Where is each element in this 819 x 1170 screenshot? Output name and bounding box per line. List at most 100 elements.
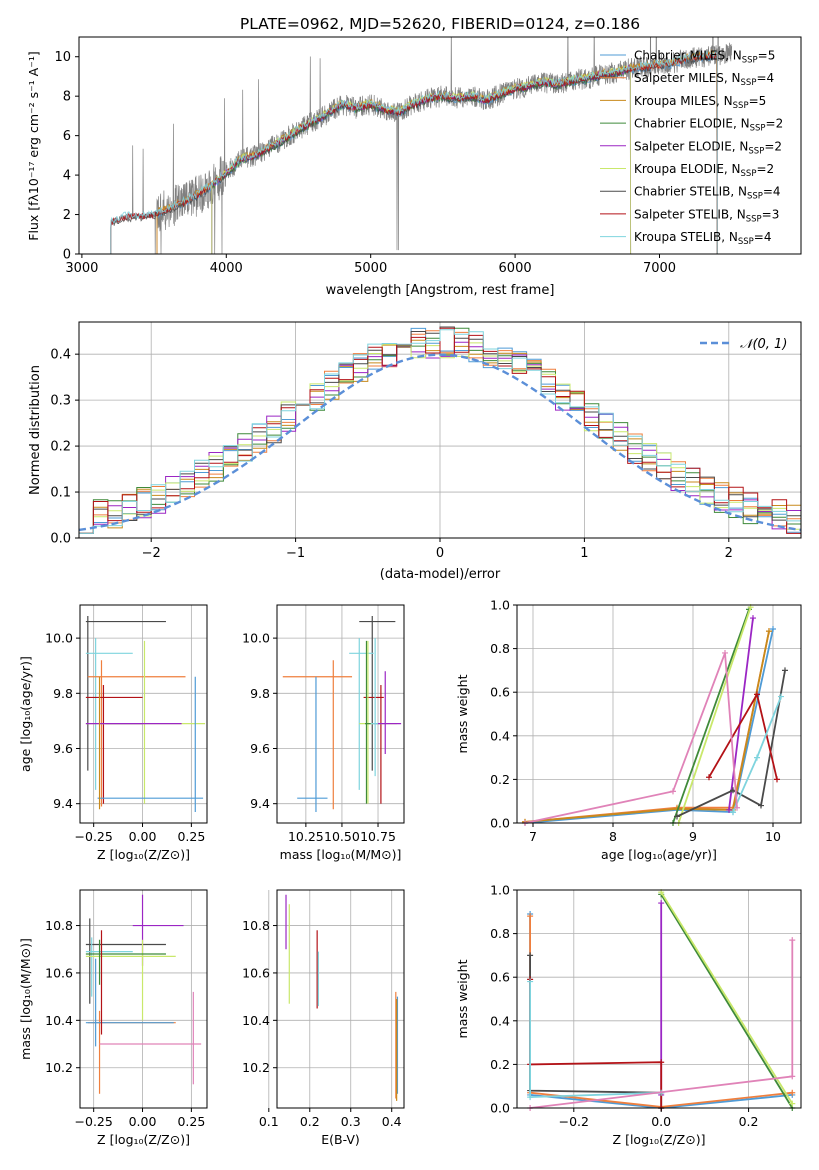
reference-legend-label: 𝒩(0, 1) — [740, 337, 787, 352]
mass-weight-vs-metallicity-x-label: Z [log₁₀(Z/Z⊙)] — [613, 1132, 706, 1147]
histogram-y-tick-label: 0.2 — [50, 440, 71, 455]
mass-weight-vs-metallicity-y-tick-label: 0.6 — [490, 970, 510, 985]
legend-subscript: SSP — [738, 237, 754, 247]
mass-weight-vs-metallicity-axes: −0.2 0.0 0.2 0.0 0.2 0.4 0.6 0.8 1.0 — [490, 883, 758, 1130]
mass-weight-line — [529, 981, 662, 1099]
age-vs-metallicity-y-tick-label: 9.4 — [53, 796, 73, 811]
spectrum-y-tick-label: 2 — [63, 208, 71, 223]
spectrum-plot-area — [110, 37, 733, 254]
mass-weight-marker — [789, 937, 796, 944]
mass-weight-marker — [527, 952, 534, 959]
mass-vs-ebv-x-tick-label: 0.2 — [300, 1114, 320, 1129]
age-vs-metallicity-panel: −0.25 0.00 0.25 9.4 9.6 9.8 10.0 Z [log₁₀(Z/Z⊙)… — [18, 604, 208, 862]
age-vs-metallicity-y-tick-label: 9.8 — [53, 686, 73, 701]
mass-weight-line — [524, 631, 770, 823]
mass-weight-marker — [782, 667, 788, 674]
mass-weight-marker — [750, 615, 756, 622]
model-line-salpeter-stelib — [110, 51, 718, 254]
histogram-y-tick-label: 0.1 — [50, 486, 71, 501]
mass-vs-ebv-axes: 0.1 0.2 0.3 0.4 10.2 10.4 10.6 10.8 — [242, 918, 402, 1129]
model-line-kroupa-stelib — [110, 49, 718, 254]
mass-weight-line — [660, 893, 794, 1109]
histogram-plot-area — [78, 326, 802, 534]
legend-entry: Chabrier ELODIE, NSSP=2 — [634, 117, 783, 134]
mass-weight-vs-metallicity-y-tick-label: 0.4 — [490, 1013, 510, 1028]
model-line-chabrier-stelib — [110, 52, 718, 254]
age-vs-mass-plot-area — [282, 616, 402, 812]
histogram-y-tick-label: 0.4 — [50, 348, 71, 363]
age-vs-metallicity-axes: −0.25 0.00 0.25 9.4 9.6 9.8 10.0 — [45, 631, 205, 844]
mass-vs-metallicity-y-label: mass [log₁₀(M/M⊙)] — [18, 938, 33, 1060]
mass-weight-marker — [527, 1094, 534, 1101]
mass-weight-vs-metallicity-x-tick-label: 0.2 — [739, 1114, 759, 1129]
age-vs-mass-x-tick-label: 10.50 — [324, 829, 360, 844]
age-vs-metallicity-grid — [80, 605, 207, 823]
legend-entry: Salpeter ELODIE, NSSP=2 — [634, 139, 782, 156]
mass-weight-vs-age-axes: 7 8 9 10 0.0 0.2 0.4 0.6 0.8 1.0 — [490, 598, 781, 845]
histogram-legend: 𝒩(0, 1) — [700, 337, 787, 352]
mass-vs-ebv-y-tick-label: 10.6 — [242, 965, 270, 980]
mass-weight-marker — [774, 776, 780, 783]
spectrum-y-tick-label: 10 — [54, 50, 71, 65]
mass-weight-vs-age-y-tick-label: 0.6 — [490, 685, 510, 700]
age-vs-metallicity-x-tick-label: 0.00 — [129, 829, 157, 844]
age-vs-metallicity-frame — [79, 604, 208, 824]
legend-subscript: SSP — [742, 56, 758, 66]
histogram-x-tick-label: 2 — [725, 546, 733, 561]
mass-weight-line — [728, 617, 754, 811]
mass-vs-metallicity-y-tick-label: 10.2 — [45, 1060, 73, 1075]
histogram-x-label: (data-model)/error — [380, 567, 501, 582]
age-vs-metallicity-x-tick-label: −0.25 — [75, 829, 113, 844]
mass-weight-vs-age-x-tick-label: 9 — [689, 829, 697, 844]
age-vs-metallicity-y-tick-label: 10.0 — [45, 631, 73, 646]
mass-weight-vs-age-y-tick-label: 1.0 — [490, 598, 510, 613]
spectrum-x-tick-label: 6000 — [499, 261, 532, 276]
spectrum-y-tick-label: 0 — [63, 248, 71, 263]
age-vs-mass-y-tick-label: 9.6 — [250, 741, 270, 756]
mass-vs-ebv-panel: 0.1 0.2 0.3 0.4 10.2 10.4 10.6 10.8 E(B-V) — [242, 889, 405, 1147]
mass-vs-metallicity-x-label: Z [log₁₀(Z/Z⊙)] — [97, 1132, 190, 1147]
mass-vs-metallicity-x-tick-label: 0.25 — [177, 1114, 205, 1129]
mass-weight-vs-metallicity-y-tick-label: 0.0 — [490, 1101, 510, 1116]
mass-vs-ebv-frame — [276, 889, 405, 1109]
mass-weight-vs-metallicity-x-tick-label: −0.2 — [559, 1114, 589, 1129]
histogram-y-tick-label: 0.0 — [50, 532, 71, 547]
mass-weight-vs-age-plot-area — [522, 604, 788, 826]
mass-vs-metallicity-frame — [79, 889, 208, 1109]
legend-count: =3 — [762, 207, 780, 221]
histogram-x-tick-label: −1 — [286, 546, 305, 561]
spectrum-x-tick-label: 5000 — [354, 261, 387, 276]
legend-count: =4 — [754, 230, 772, 244]
mass-weight-marker — [789, 1089, 796, 1096]
mass-vs-metallicity-x-tick-label: −0.25 — [75, 1114, 113, 1129]
mass-weight-vs-age-y-tick-label: 0.8 — [490, 641, 510, 656]
mass-weight-vs-metallicity-y-tick-label: 0.8 — [490, 926, 510, 941]
mass-vs-ebv-x-tick-label: 0.3 — [341, 1114, 361, 1129]
legend-entry: Kroupa STELIB, NSSP=4 — [634, 230, 772, 247]
legend-subscript: SSP — [746, 214, 762, 224]
mass-vs-metallicity-plot-area — [85, 894, 202, 1094]
mass-weight-marker — [770, 625, 776, 632]
mass-weight-marker — [766, 628, 772, 635]
mass-weight-vs-metallicity-y-tick-label: 1.0 — [490, 883, 510, 898]
spectrum-frame — [78, 36, 802, 255]
spectrum-lines — [110, 37, 733, 254]
histogram-y-tick-label: 0.3 — [50, 394, 71, 409]
mass-weight-marker — [527, 913, 534, 920]
mass-vs-metallicity-y-tick-label: 10.4 — [45, 1013, 73, 1028]
spectrum-x-tick-label: 4000 — [210, 261, 243, 276]
mass-weight-marker — [778, 693, 784, 700]
mass-weight-line — [529, 979, 663, 1108]
histogram-step-model-9 — [79, 329, 801, 534]
mass-weight-vs-metallicity-grid — [517, 889, 801, 1109]
legend-subscript: SSP — [750, 124, 766, 134]
histogram-x-tick-label: −2 — [142, 546, 161, 561]
legend-count: =2 — [764, 139, 782, 153]
mass-weight-marker — [730, 809, 736, 816]
mass-weight-marker — [670, 788, 676, 795]
histogram-x-tick-label: 0 — [436, 546, 444, 561]
histogram-axes: −2 −1 0 1 2 0.0 0.1 0.2 0.3 0.4 — [50, 348, 733, 561]
mass-weight-marker — [754, 691, 760, 698]
legend-entry: Chabrier STELIB, NSSP=4 — [634, 185, 781, 202]
mass-weight-vs-age-frame — [516, 604, 802, 824]
